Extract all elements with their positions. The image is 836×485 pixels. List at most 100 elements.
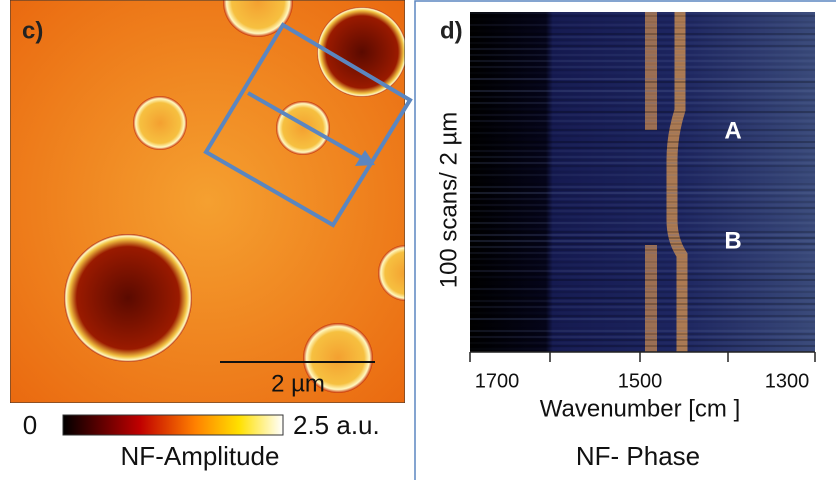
- scan-line: [470, 273, 815, 275]
- scan-line: [470, 324, 815, 326]
- scan-line: [470, 156, 815, 158]
- scan-line: [470, 117, 815, 119]
- scan-line: [470, 48, 815, 50]
- scan-line: [470, 312, 815, 314]
- scan-line: [470, 168, 815, 170]
- scan-line: [470, 27, 815, 29]
- scan-line: [470, 309, 815, 311]
- scan-line: [470, 288, 815, 290]
- arrow-head: [355, 150, 375, 166]
- scan-line: [470, 54, 815, 56]
- scan-line: [470, 276, 815, 278]
- x-axis-label: Wavenumber [cm ]: [540, 395, 741, 422]
- scan-line: [470, 264, 815, 266]
- scan-line: [470, 267, 815, 269]
- scan-line: [470, 246, 815, 248]
- scan-line: [470, 12, 815, 14]
- scan-line: [470, 105, 815, 107]
- scan-line: [470, 222, 815, 224]
- scan-line: [470, 81, 815, 83]
- scan-line: [470, 36, 815, 38]
- marker-label: B: [724, 227, 741, 254]
- scan-line: [470, 300, 815, 302]
- scan-line: [470, 18, 815, 20]
- scan-line: [470, 195, 815, 197]
- scan-line: [470, 228, 815, 230]
- scan-line: [470, 108, 815, 110]
- scan-line: [470, 39, 815, 41]
- scan-line: [470, 207, 815, 209]
- scan-line: [470, 111, 815, 113]
- scan-line: [470, 153, 815, 155]
- panel-label: d): [440, 17, 463, 44]
- scan-line: [470, 216, 815, 218]
- scan-line: [470, 129, 815, 131]
- scan-arrow: [247, 91, 363, 160]
- scan-line: [470, 147, 815, 149]
- scan-line: [470, 330, 815, 332]
- caption: NF-Amplitude: [121, 441, 280, 471]
- scan-line: [470, 315, 815, 317]
- scan-line: [470, 318, 815, 320]
- scan-line: [470, 258, 815, 260]
- scan-line: [470, 240, 815, 242]
- scan-line: [470, 75, 815, 77]
- scan-line: [470, 45, 815, 47]
- amplitude-image: [10, 0, 405, 403]
- scan-line: [470, 339, 815, 341]
- scan-line: [470, 249, 815, 251]
- scan-line: [470, 159, 815, 161]
- scan-line: [470, 306, 815, 308]
- scan-line: [470, 270, 815, 272]
- scan-line: [470, 93, 815, 95]
- scan-line: [470, 180, 815, 182]
- scan-line: [470, 192, 815, 194]
- marker-label: A: [724, 117, 741, 144]
- scan-line: [470, 99, 815, 101]
- x-tick-label: 1700: [475, 370, 520, 392]
- scan-line: [470, 204, 815, 206]
- scan-line: [470, 237, 815, 239]
- x-tick-label: 1500: [618, 370, 663, 392]
- colorbar-max: 2.5 a.u.: [293, 410, 380, 440]
- scan-line: [470, 114, 815, 116]
- scan-line: [470, 261, 815, 263]
- scan-line: [470, 135, 815, 137]
- scan-line: [470, 252, 815, 254]
- scale-bar-label: 2 µm: [271, 370, 325, 397]
- x-ticks: [469, 351, 816, 362]
- scan-line: [470, 225, 815, 227]
- scan-line: [470, 78, 815, 80]
- scan-line: [470, 57, 815, 59]
- scan-line: [470, 15, 815, 17]
- scan-line: [470, 171, 815, 173]
- scan-line: [470, 303, 815, 305]
- scan-line: [470, 21, 815, 23]
- x-tick-label: 1300: [765, 370, 810, 392]
- scan-line: [470, 174, 815, 176]
- scan-line: [470, 297, 815, 299]
- scan-line: [470, 189, 815, 191]
- scan-line: [470, 294, 815, 296]
- scan-line: [470, 42, 815, 44]
- scan-line: [470, 282, 815, 284]
- scan-line: [470, 90, 815, 92]
- scan-line: [470, 69, 815, 71]
- scan-line: [470, 66, 815, 68]
- colorbar-min: 0: [23, 410, 37, 440]
- scan-line: [470, 162, 815, 164]
- scan-line: [470, 327, 815, 329]
- scan-line: [470, 186, 815, 188]
- colorbar: [62, 414, 284, 436]
- phase-heatmap: [470, 12, 815, 352]
- scan-region: [203, 22, 413, 228]
- scan-line: [470, 321, 815, 323]
- scan-line: [470, 87, 815, 89]
- scan-line: [470, 138, 815, 140]
- scan-line: [470, 84, 815, 86]
- scan-line: [470, 213, 815, 215]
- scan-line: [470, 342, 815, 344]
- scan-line: [470, 279, 815, 281]
- scan-line: [470, 345, 815, 347]
